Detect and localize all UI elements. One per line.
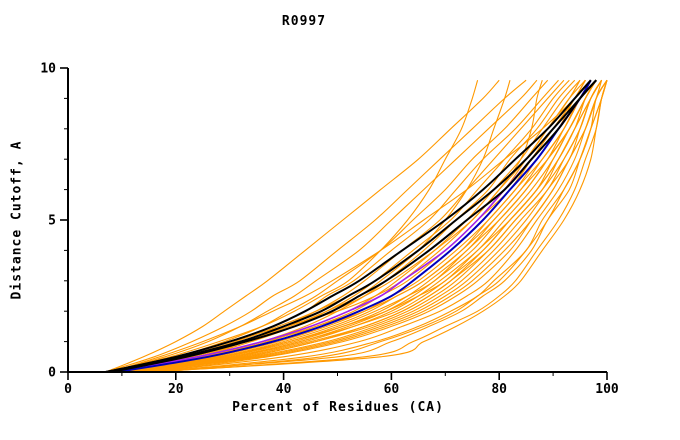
y-tick-label: 5 bbox=[48, 214, 56, 229]
x-tick-label: 20 bbox=[168, 382, 184, 397]
y-tick-label: 0 bbox=[48, 366, 56, 381]
curve-other-models bbox=[148, 79, 608, 373]
curve-other-models bbox=[159, 80, 608, 373]
x-tick-label: 80 bbox=[491, 382, 507, 397]
y-axis-label: Distance Cutoff, A bbox=[9, 140, 25, 300]
curve-other-models bbox=[116, 79, 570, 373]
x-tick-label: 60 bbox=[384, 382, 400, 397]
curve-other-models bbox=[154, 80, 608, 373]
curve-other-models bbox=[110, 79, 592, 373]
curve-highlight-black bbox=[105, 79, 597, 373]
x-tick-label: 40 bbox=[276, 382, 292, 397]
curve-other-models bbox=[138, 79, 608, 373]
curve-other-models bbox=[143, 79, 603, 373]
curve-other-models bbox=[132, 79, 603, 373]
curve-other-models bbox=[105, 79, 527, 373]
curve-other-models bbox=[121, 79, 603, 373]
curve-other-models bbox=[110, 79, 538, 373]
x-tick-label: 100 bbox=[595, 382, 619, 397]
curve-other-models bbox=[116, 79, 576, 373]
curve-highlight-black bbox=[105, 79, 592, 373]
x-axis-label: Percent of Residues (CA) bbox=[232, 400, 444, 415]
curve-other-models bbox=[105, 79, 500, 373]
curve-highlight-black bbox=[110, 79, 597, 373]
chart-title: R0997 bbox=[281, 14, 327, 29]
x-tick-label: 0 bbox=[64, 382, 72, 397]
curve-other-models bbox=[116, 79, 565, 373]
curve-other-models bbox=[148, 80, 608, 373]
curve-other-models bbox=[110, 80, 479, 373]
curve-other-models bbox=[121, 79, 581, 373]
curve-other-models bbox=[127, 79, 592, 373]
curve-other-models bbox=[110, 79, 549, 373]
curve-highlight-purple bbox=[110, 79, 592, 373]
y-tick-label: 10 bbox=[40, 62, 56, 77]
